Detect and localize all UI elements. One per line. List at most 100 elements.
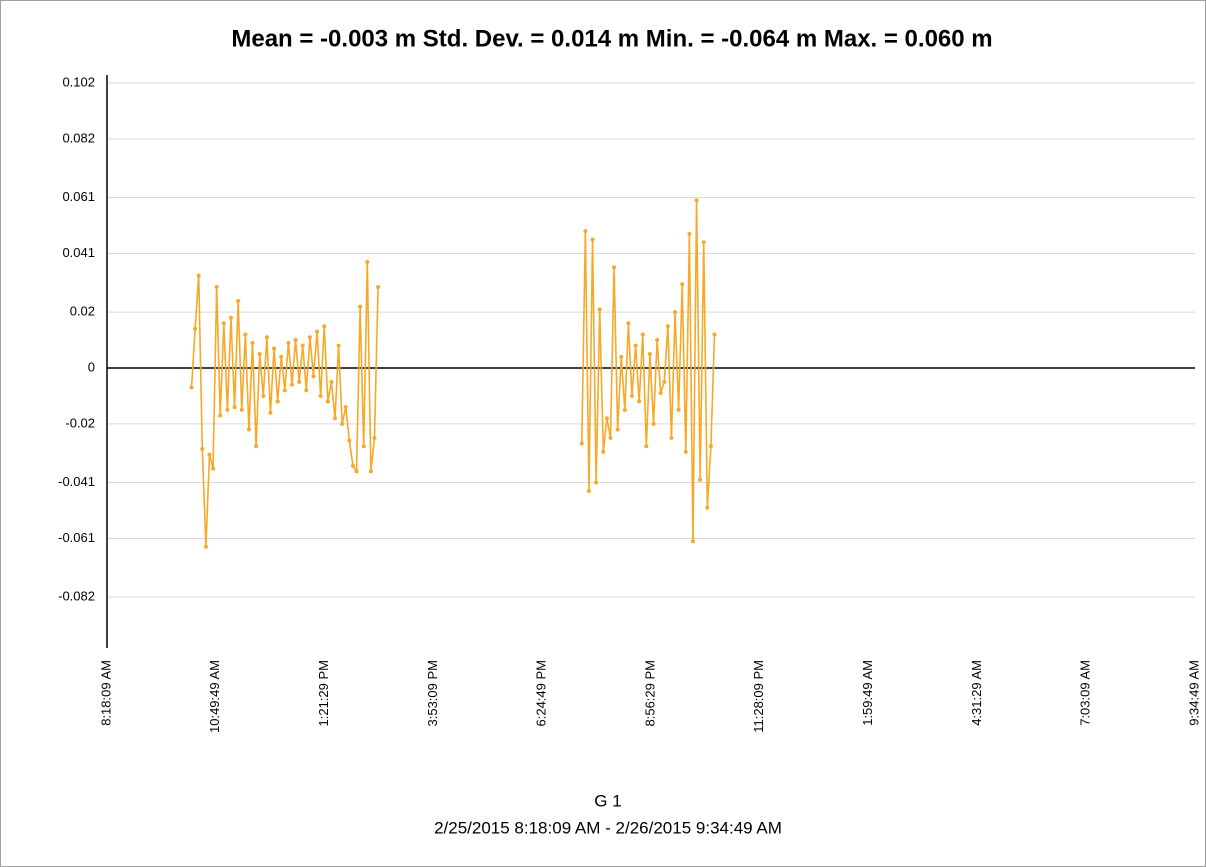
x-tick-label: 3:53:09 PM — [425, 660, 440, 727]
data-point — [612, 265, 617, 270]
x-tick-label: 8:56:29 PM — [642, 660, 657, 727]
x-tick-label: 4:31:29 AM — [969, 660, 984, 726]
data-point — [701, 240, 706, 245]
data-point — [307, 335, 312, 340]
data-point — [264, 335, 269, 340]
data-point — [246, 427, 251, 432]
data-point — [608, 435, 613, 440]
data-point — [336, 343, 341, 348]
data-point — [232, 405, 237, 410]
data-point — [300, 343, 305, 348]
data-point — [279, 354, 284, 359]
data-point — [690, 539, 695, 544]
data-point — [318, 393, 323, 398]
data-point — [637, 399, 642, 404]
data-point — [705, 505, 710, 510]
data-point — [626, 321, 631, 326]
data-point — [325, 399, 330, 404]
data-point — [694, 198, 699, 203]
data-point — [211, 466, 216, 471]
data-point — [665, 324, 670, 329]
data-point — [268, 410, 273, 415]
data-point — [683, 449, 688, 454]
data-point — [193, 326, 198, 331]
data-point — [243, 332, 248, 337]
data-point — [189, 385, 194, 390]
y-tick-label: -0.041 — [58, 474, 95, 489]
x-tick-label: 1:21:29 PM — [316, 660, 331, 727]
data-point — [286, 340, 291, 345]
data-point — [354, 469, 359, 474]
x-tick-label: 1:59:49 AM — [860, 660, 875, 726]
data-point — [196, 273, 201, 278]
data-point — [275, 399, 280, 404]
data-point — [712, 332, 717, 337]
x-axis-label: G 1 — [594, 791, 621, 810]
data-point — [619, 354, 624, 359]
y-tick-label: 0.102 — [62, 74, 95, 89]
data-point — [289, 382, 294, 387]
data-point — [293, 338, 298, 343]
data-point — [708, 444, 713, 449]
y-tick-label: 0.082 — [62, 130, 95, 145]
data-point — [361, 444, 366, 449]
data-point — [311, 374, 316, 379]
data-point — [272, 346, 277, 351]
y-tick-label: -0.061 — [58, 530, 95, 545]
data-point — [662, 379, 667, 384]
data-point — [358, 304, 363, 309]
data-point — [365, 259, 370, 264]
y-tick-label: 0.041 — [62, 245, 95, 260]
y-tick-label: 0.061 — [62, 189, 95, 204]
data-point — [200, 447, 205, 452]
data-point — [250, 340, 255, 345]
y-tick-label: -0.082 — [58, 589, 95, 604]
x-tick-label: 7:03:09 AM — [1078, 660, 1093, 726]
data-point — [579, 441, 584, 446]
data-point — [604, 416, 609, 421]
x-tick-label: 9:34:49 AM — [1186, 660, 1201, 726]
data-point — [647, 352, 652, 357]
data-point — [315, 329, 320, 334]
data-point — [218, 413, 223, 418]
data-point — [698, 477, 703, 482]
data-point — [680, 282, 685, 287]
data-point — [236, 298, 241, 303]
data-point — [597, 307, 602, 312]
data-point — [586, 488, 591, 493]
data-point — [343, 405, 348, 410]
data-point — [333, 416, 338, 421]
data-point — [347, 438, 352, 443]
data-point — [687, 231, 692, 236]
data-point — [615, 427, 620, 432]
chart-title: Mean = -0.003 m Std. Dev. = 0.014 m Min.… — [231, 25, 992, 52]
data-point — [601, 449, 606, 454]
data-point — [633, 343, 638, 348]
data-point — [297, 379, 302, 384]
data-point — [368, 469, 373, 474]
data-point — [640, 332, 645, 337]
x-tick-label: 11:28:09 PM — [751, 660, 766, 733]
x-tick-label: 10:49:49 AM — [207, 660, 222, 733]
data-point — [329, 379, 334, 384]
data-point — [228, 315, 233, 320]
data-point — [257, 352, 262, 357]
data-point — [261, 393, 266, 398]
data-point — [340, 421, 345, 426]
data-point — [590, 237, 595, 242]
data-point — [669, 435, 674, 440]
data-point — [282, 388, 287, 393]
data-point — [594, 480, 599, 485]
data-point — [304, 388, 309, 393]
data-point — [630, 393, 635, 398]
data-point — [655, 338, 660, 343]
subtitle: 2/25/2015 8:18:09 AM - 2/26/2015 9:34:49… — [434, 818, 782, 837]
data-point — [372, 435, 377, 440]
data-point — [583, 229, 588, 234]
data-point — [644, 444, 649, 449]
data-point — [254, 444, 259, 449]
data-point — [376, 284, 381, 289]
y-tick-label: 0.02 — [70, 304, 95, 319]
data-point — [239, 407, 244, 412]
